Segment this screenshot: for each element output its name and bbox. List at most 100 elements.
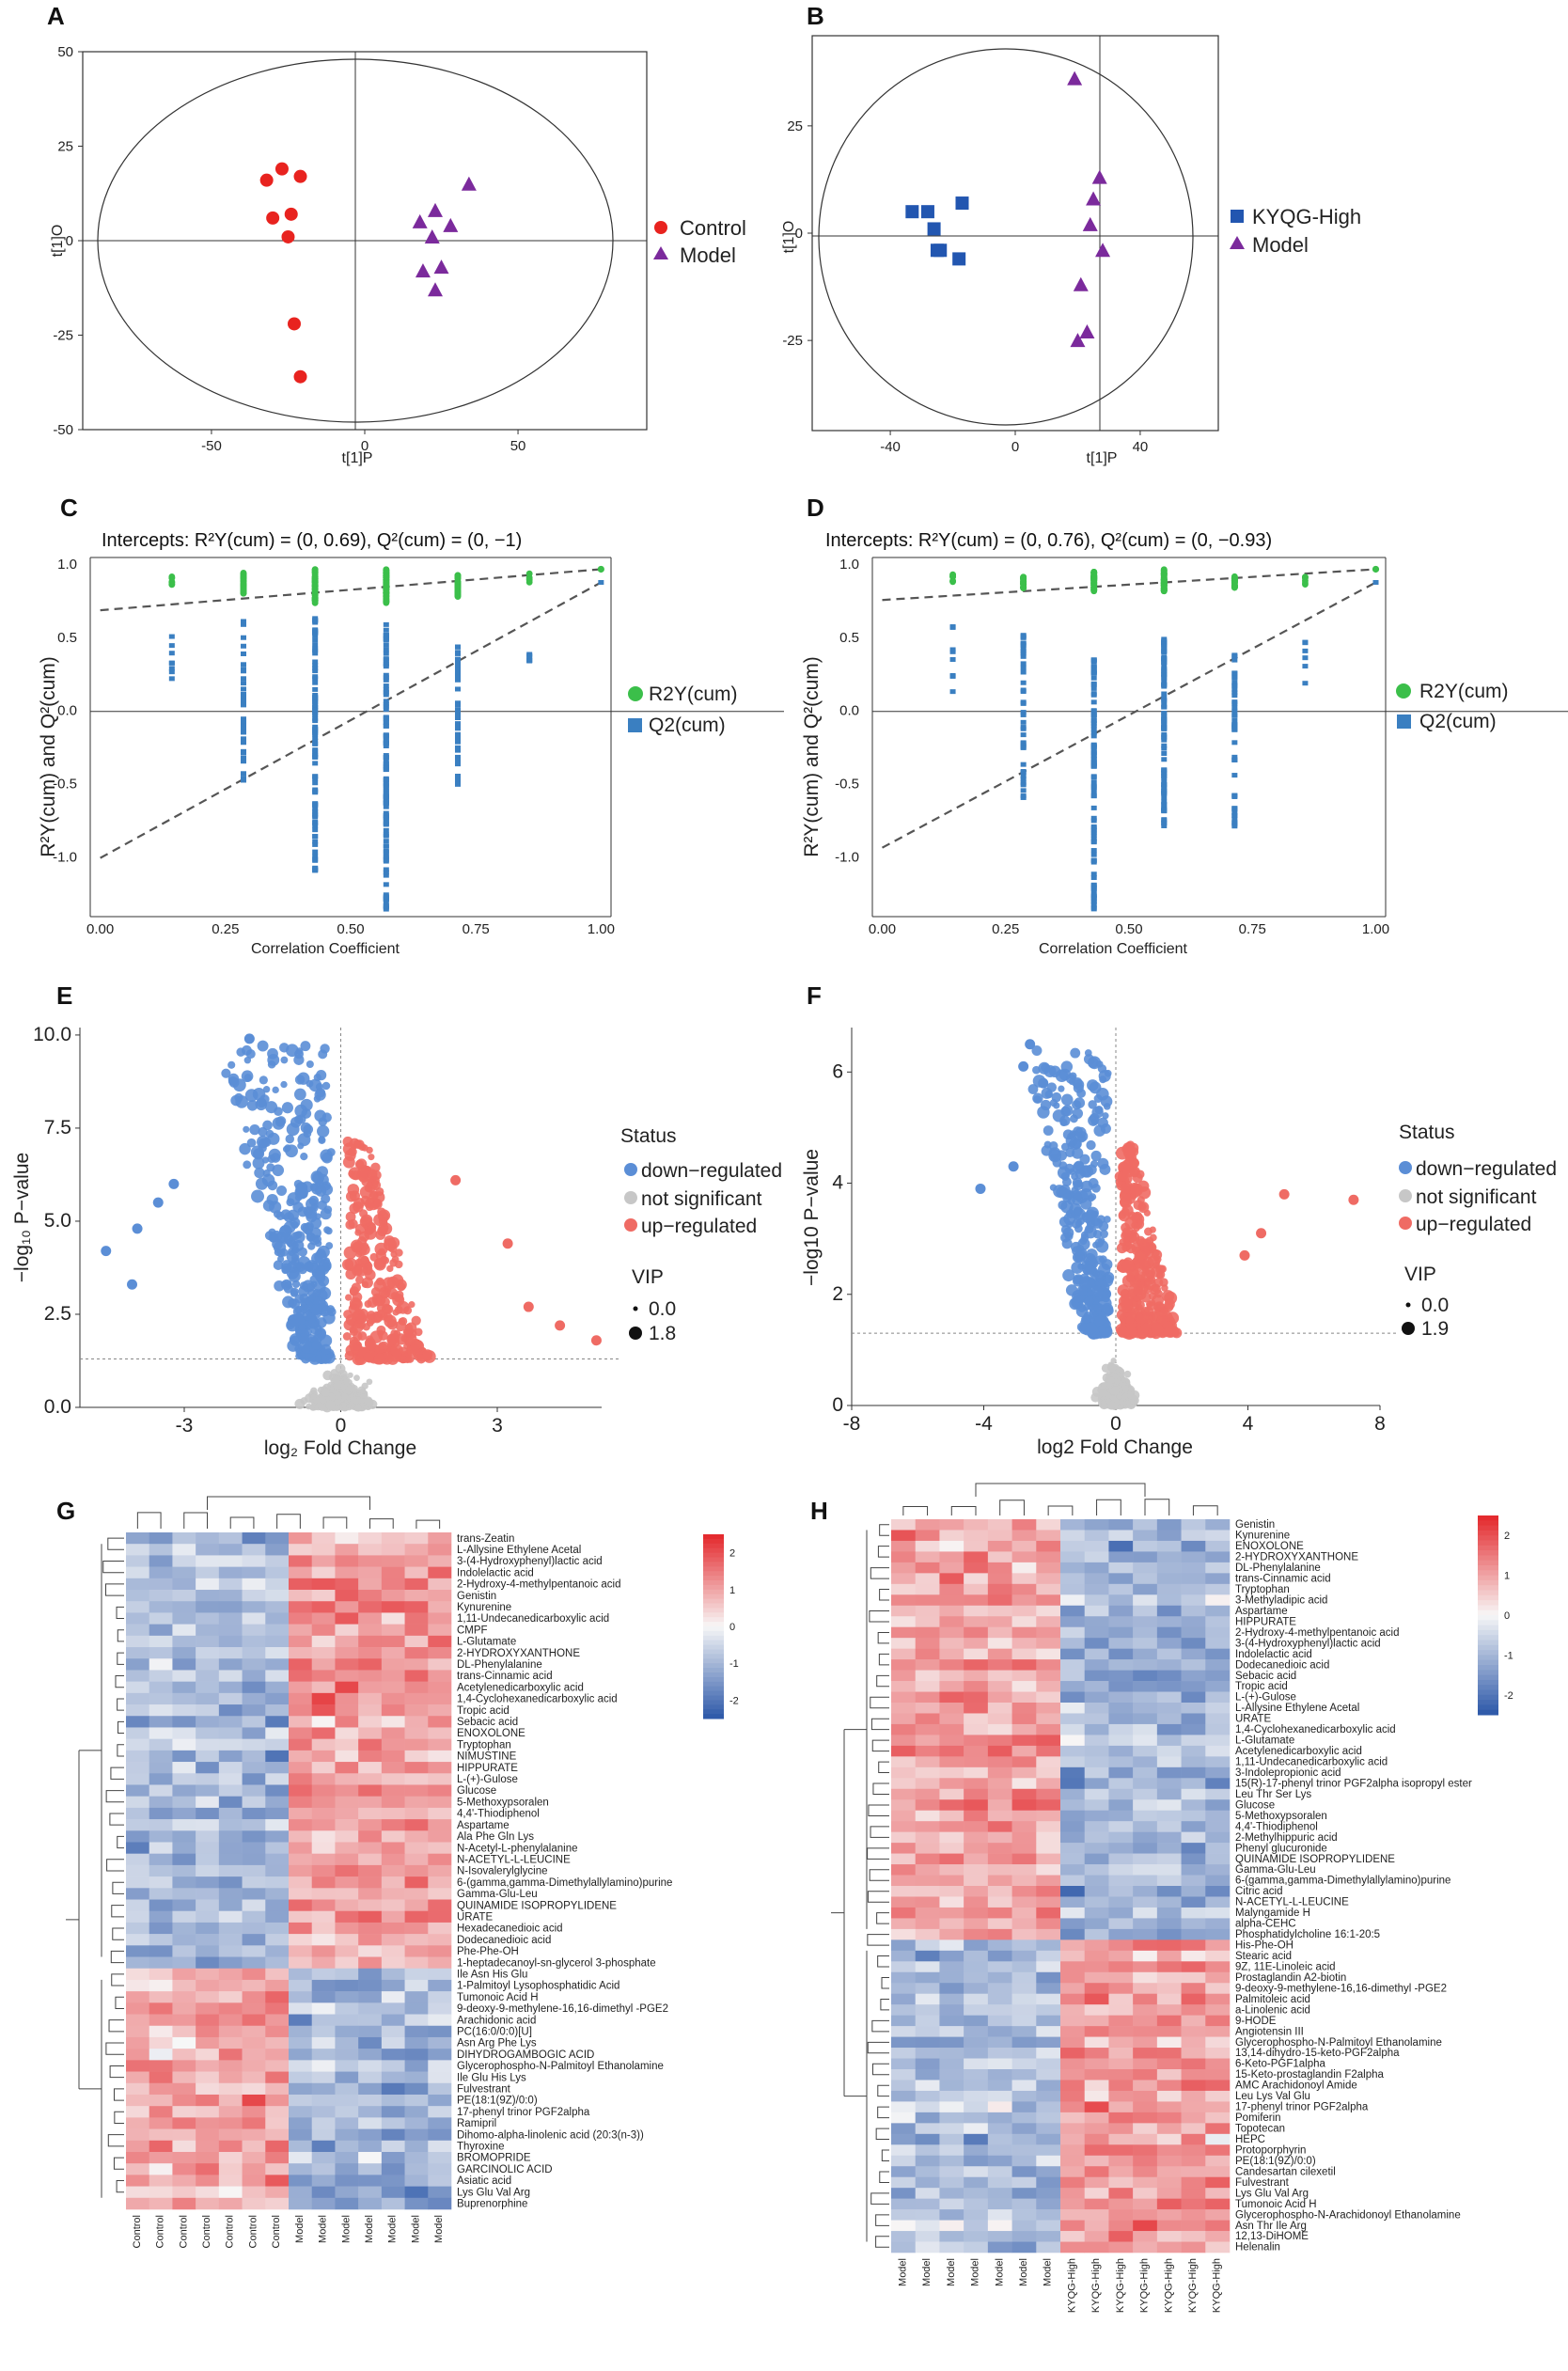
- q2-point: [383, 683, 389, 689]
- heatmap-cell: [311, 2071, 336, 2084]
- heatmap-cell: [149, 1612, 173, 1625]
- heatmap-cell: [1060, 1961, 1086, 1973]
- heatmap-cell: [1108, 1540, 1134, 1552]
- q2-point: [1090, 882, 1097, 887]
- heatmap-cell: [939, 1735, 964, 1747]
- r2y-point: [383, 580, 390, 588]
- q2-point: [1231, 757, 1238, 762]
- heatmap-cell: [265, 1624, 290, 1637]
- heatmap-cell: [149, 1899, 173, 1912]
- colorbar-segment: [703, 1626, 724, 1632]
- up-point: [395, 1333, 407, 1345]
- heatmap-cell: [381, 1681, 405, 1694]
- q2-point: [454, 714, 461, 719]
- down-point: [1079, 1154, 1090, 1165]
- heatmap-cell: [1181, 1735, 1206, 1747]
- heatmap-cell: [311, 2060, 336, 2072]
- heatmap-cell: [358, 1796, 383, 1809]
- row-label: Asiatic acid: [457, 2175, 511, 2187]
- heatmap-cell: [381, 1727, 405, 1739]
- heatmap-cell: [172, 1888, 196, 1900]
- q2-point: [1231, 754, 1238, 760]
- heatmap-cell: [381, 1704, 405, 1717]
- axis-ticks-b: 250-25-40 0 40: [782, 118, 1148, 455]
- heatmap-cell: [381, 1968, 405, 1981]
- heatmap-cell: [964, 1961, 989, 1973]
- up-point: [1148, 1243, 1156, 1251]
- heatmap-cell: [311, 2128, 336, 2142]
- heatmap-cell: [218, 1555, 243, 1567]
- down-point: [1091, 1285, 1104, 1297]
- heatmap-cell: [289, 1716, 313, 1728]
- down-point: [243, 1033, 255, 1044]
- heatmap-cell: [196, 1934, 220, 1946]
- heatmap-cell: [1133, 1950, 1158, 1962]
- heatmap-cell: [381, 1830, 405, 1843]
- column-dendrogram-root: [207, 1496, 370, 1510]
- legend-model-label-b: Model: [1252, 233, 1309, 257]
- column-dendrogram-branch: [276, 1514, 301, 1529]
- heatmap-cell: [1205, 1626, 1231, 1639]
- heatmap-cell: [428, 1762, 452, 1774]
- heatmap-cell: [1133, 1670, 1158, 1682]
- up-point: [384, 1304, 394, 1314]
- q2-point: [454, 709, 461, 714]
- heatmap-cell: [289, 2117, 313, 2129]
- row-dendrogram-branch: [870, 1696, 889, 1709]
- heatmap-cell: [404, 1910, 429, 1923]
- colorbar-segment: [703, 1690, 724, 1696]
- q2-point: [1161, 757, 1168, 762]
- legend-c: R2Y(cum) Q2(cum): [628, 683, 738, 736]
- heatmap-cell: [289, 2151, 313, 2164]
- down-point: [1074, 1126, 1087, 1138]
- heatmap-cell: [311, 2106, 336, 2118]
- heatmap-cell: [172, 2014, 196, 2027]
- heatmap-cell: [381, 2014, 405, 2027]
- row-label: Thyroxine: [457, 2142, 505, 2153]
- down-point: [1058, 1085, 1065, 1092]
- down-point: [1049, 1184, 1058, 1191]
- down-point: [321, 1081, 331, 1091]
- heatmap-cell: [1205, 1573, 1231, 1585]
- down-point: [265, 1129, 274, 1138]
- heatmap-cell: [126, 1750, 150, 1763]
- heatmap-cell: [1156, 1616, 1182, 1628]
- heatmap-cell: [126, 2197, 150, 2210]
- heatmap-cell: [358, 1555, 383, 1567]
- heatmap-cell: [126, 1692, 150, 1705]
- q2-point: [949, 647, 956, 652]
- heatmap-cell: [1011, 1735, 1037, 1747]
- heatmap-cell: [1108, 1648, 1134, 1660]
- heatmap-cell: [172, 1578, 196, 1591]
- row-label: PE(18:1(9Z)/0:0): [457, 2096, 538, 2107]
- q2-point: [949, 673, 956, 679]
- heatmap-cell: [242, 1590, 266, 1602]
- heatmap-cell: [358, 1566, 383, 1579]
- heatmap-cell: [1205, 1605, 1231, 1617]
- row-label: NIMUSTINE: [457, 1751, 517, 1763]
- heatmap-cell: [1084, 1778, 1109, 1790]
- heatmap-cell: [265, 1532, 290, 1545]
- heatmap-cell: [1108, 1756, 1134, 1768]
- colorbar-segment: [703, 1704, 724, 1710]
- heatmap-cell: [381, 1624, 405, 1637]
- heatmap-cell: [1011, 1939, 1037, 1952]
- q2-point: [454, 660, 461, 666]
- y-tick-label: 2: [832, 1283, 843, 1305]
- row-dendrogram-branch: [881, 2149, 889, 2161]
- colorbar-segment: [703, 1580, 724, 1586]
- heatmap-cell: [126, 1956, 150, 1970]
- row-label: 17-phenyl trinor PGF2alpha: [457, 2107, 590, 2118]
- panel-label-c: C: [60, 494, 78, 522]
- heatmap-cell: [335, 1681, 359, 1694]
- up-point: [359, 1186, 373, 1200]
- heatmap-cell: [311, 1762, 336, 1774]
- heatmap-cell: [242, 1681, 266, 1694]
- axis-ticks-c: 1.00.50.0-0.5-1.00.00 0.25 0.50 0.75 1.00: [53, 557, 784, 937]
- down-point: [285, 1144, 298, 1158]
- colorbar-segment: [703, 1589, 724, 1595]
- heatmap-cell: [939, 1594, 964, 1607]
- up-point: [399, 1316, 408, 1326]
- heatmap-cell: [1133, 1756, 1158, 1768]
- x-tick-label: 0.75: [1239, 921, 1266, 937]
